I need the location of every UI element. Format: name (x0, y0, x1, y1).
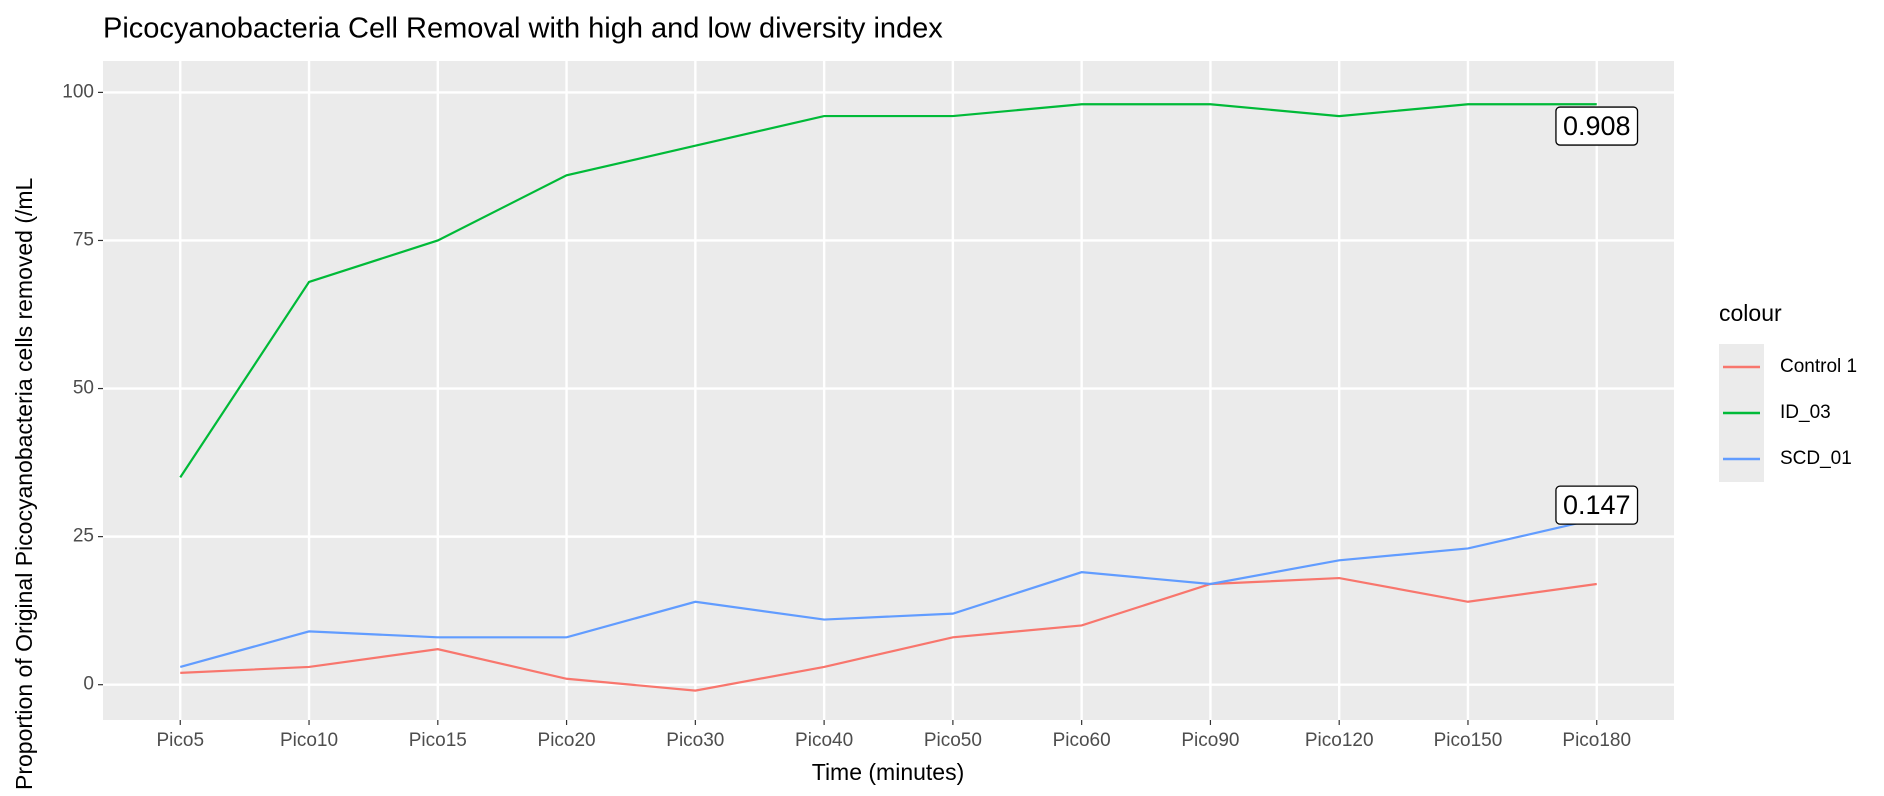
y-tick-label: 75 (73, 229, 94, 250)
series-line (180, 576, 1597, 692)
x-tick-label: Pico40 (795, 730, 853, 751)
x-tick-label: Pico180 (1562, 730, 1631, 751)
series-line (179, 517, 1597, 668)
x-tick-label: Pico5 (156, 730, 204, 751)
x-tick-label: Pico20 (538, 730, 596, 751)
x-tick-label: Pico120 (1305, 730, 1374, 751)
x-tick-label: Pico50 (924, 730, 982, 751)
y-axis-title: Proportion of Original Picocyanobacteria… (11, 177, 37, 790)
y-tick-label: 50 (73, 378, 94, 399)
x-tick-label: Pico30 (666, 730, 724, 751)
legend-label: SCD_01 (1780, 448, 1852, 469)
x-tick-label: Pico90 (1181, 730, 1239, 751)
x-tick-label: Pico60 (1053, 730, 1111, 751)
legend-label: ID_03 (1780, 402, 1831, 423)
y-tick-label: 100 (62, 81, 94, 102)
annotation-label: 0.908 (1563, 111, 1631, 141)
y-tick-label: 0 (83, 674, 94, 695)
panel (103, 61, 1674, 720)
x-tick-label: Pico10 (280, 730, 338, 751)
y-tick-label: 25 (73, 526, 94, 547)
x-tick-label: Pico15 (409, 730, 467, 751)
annotation-label: 0.147 (1563, 490, 1631, 520)
chart-title: Picocyanobacteria Cell Removal with high… (103, 13, 943, 45)
legend-label: Control 1 (1780, 356, 1857, 377)
x-tick-label: Pico150 (1434, 730, 1503, 751)
annotation-box (1555, 106, 1639, 146)
annotation-box (1555, 485, 1639, 525)
legend-title: colour (1719, 300, 1782, 326)
annotation: 0.908 (1555, 106, 1639, 146)
annotation: 0.147 (1555, 485, 1639, 525)
x-axis-title: Time (minutes) (812, 759, 965, 785)
series-line (179, 103, 1597, 478)
